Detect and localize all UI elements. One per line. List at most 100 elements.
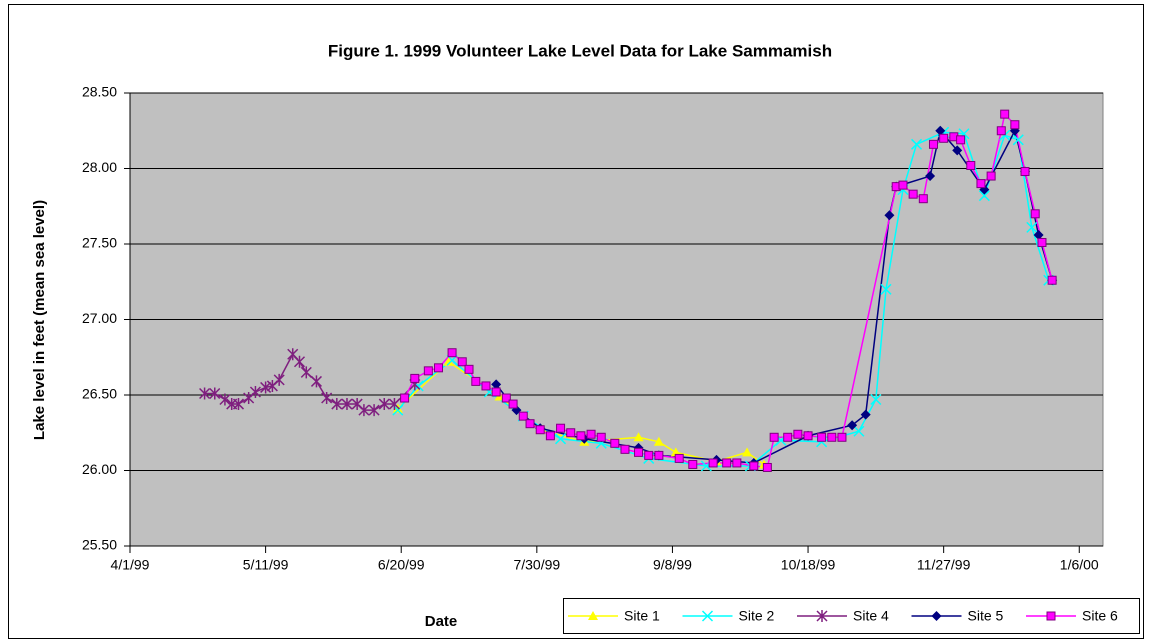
marker [358, 404, 370, 417]
legend-label: Site 1 [624, 608, 660, 624]
marker [273, 373, 285, 386]
marker [219, 393, 231, 406]
marker [793, 429, 803, 439]
marker [708, 458, 718, 468]
marker [232, 398, 245, 411]
marker [939, 133, 949, 143]
marker [535, 425, 545, 435]
marker [341, 398, 353, 411]
x-axis-label: Date [425, 613, 458, 630]
marker [688, 459, 698, 469]
marker [976, 179, 986, 189]
marker [769, 432, 779, 442]
marker [722, 458, 732, 468]
legend-label: Site 6 [1082, 608, 1118, 624]
marker [816, 610, 828, 622]
marker [742, 447, 753, 457]
marker [654, 450, 664, 460]
marker [501, 393, 511, 403]
marker [491, 387, 501, 397]
marker [966, 160, 976, 170]
marker [956, 135, 966, 145]
marker [783, 432, 793, 442]
marker [555, 433, 567, 445]
marker [457, 357, 467, 367]
marker [525, 419, 535, 429]
marker [545, 431, 555, 441]
marker [837, 432, 847, 442]
marker [1033, 229, 1044, 240]
marker [986, 171, 996, 181]
x-tick-label: 1/6/00 [1060, 557, 1099, 573]
marker [918, 194, 928, 204]
marker [443, 356, 454, 366]
marker [610, 438, 620, 448]
marker [762, 462, 772, 472]
marker [803, 431, 813, 441]
marker [368, 404, 380, 417]
y-tick-label: 28.50 [82, 84, 117, 100]
marker [378, 398, 390, 411]
x-tick-label: 7/30/99 [513, 557, 560, 573]
marker [491, 379, 502, 390]
marker [817, 432, 827, 442]
marker [199, 387, 211, 400]
marker [588, 611, 598, 620]
marker [620, 444, 630, 454]
marker [1000, 109, 1010, 119]
legend-label: Site 4 [853, 608, 889, 624]
marker [996, 126, 1006, 136]
legend-label: Site 2 [739, 608, 775, 624]
y-tick-label: 26.50 [82, 386, 117, 402]
marker [249, 385, 261, 398]
y-tick-label: 27.00 [82, 310, 117, 326]
marker [884, 210, 895, 221]
x-tick-label: 6/20/99 [378, 557, 425, 573]
marker [749, 461, 759, 471]
x-tick-label: 9/8/99 [653, 557, 692, 573]
y-tick-label: 25.50 [82, 537, 117, 553]
chart-title: Figure 1. 1999 Volunteer Lake Level Data… [328, 41, 832, 60]
marker [518, 411, 528, 421]
marker [1046, 611, 1056, 621]
marker [1037, 237, 1047, 247]
x-tick-label: 10/18/99 [781, 557, 836, 573]
marker [931, 611, 942, 621]
marker [423, 366, 433, 376]
marker [331, 398, 343, 411]
marker [321, 392, 333, 405]
marker [576, 431, 586, 441]
marker [293, 355, 306, 368]
legend-label: Site 5 [968, 608, 1004, 624]
y-tick-label: 28.00 [82, 159, 117, 175]
marker [388, 398, 400, 411]
x-tick-label: 4/1/99 [111, 557, 150, 573]
marker [634, 447, 644, 457]
marker [827, 432, 837, 442]
marker [732, 458, 742, 468]
marker [978, 190, 990, 202]
marker [209, 387, 221, 400]
marker [1047, 275, 1057, 285]
marker [860, 409, 871, 420]
marker [1010, 120, 1020, 130]
marker [847, 420, 858, 431]
marker [556, 423, 566, 433]
marker [1026, 221, 1038, 233]
marker [434, 363, 444, 373]
marker [586, 429, 596, 439]
marker [898, 180, 908, 190]
x-tick-label: 11/27/99 [917, 557, 971, 573]
marker [481, 381, 491, 391]
marker [464, 364, 474, 374]
marker [508, 399, 518, 409]
marker [1030, 209, 1040, 219]
marker [300, 366, 312, 379]
marker [1020, 167, 1030, 177]
marker [674, 453, 684, 463]
marker [310, 375, 322, 388]
marker [853, 425, 865, 437]
marker [925, 171, 936, 182]
marker [566, 428, 576, 438]
